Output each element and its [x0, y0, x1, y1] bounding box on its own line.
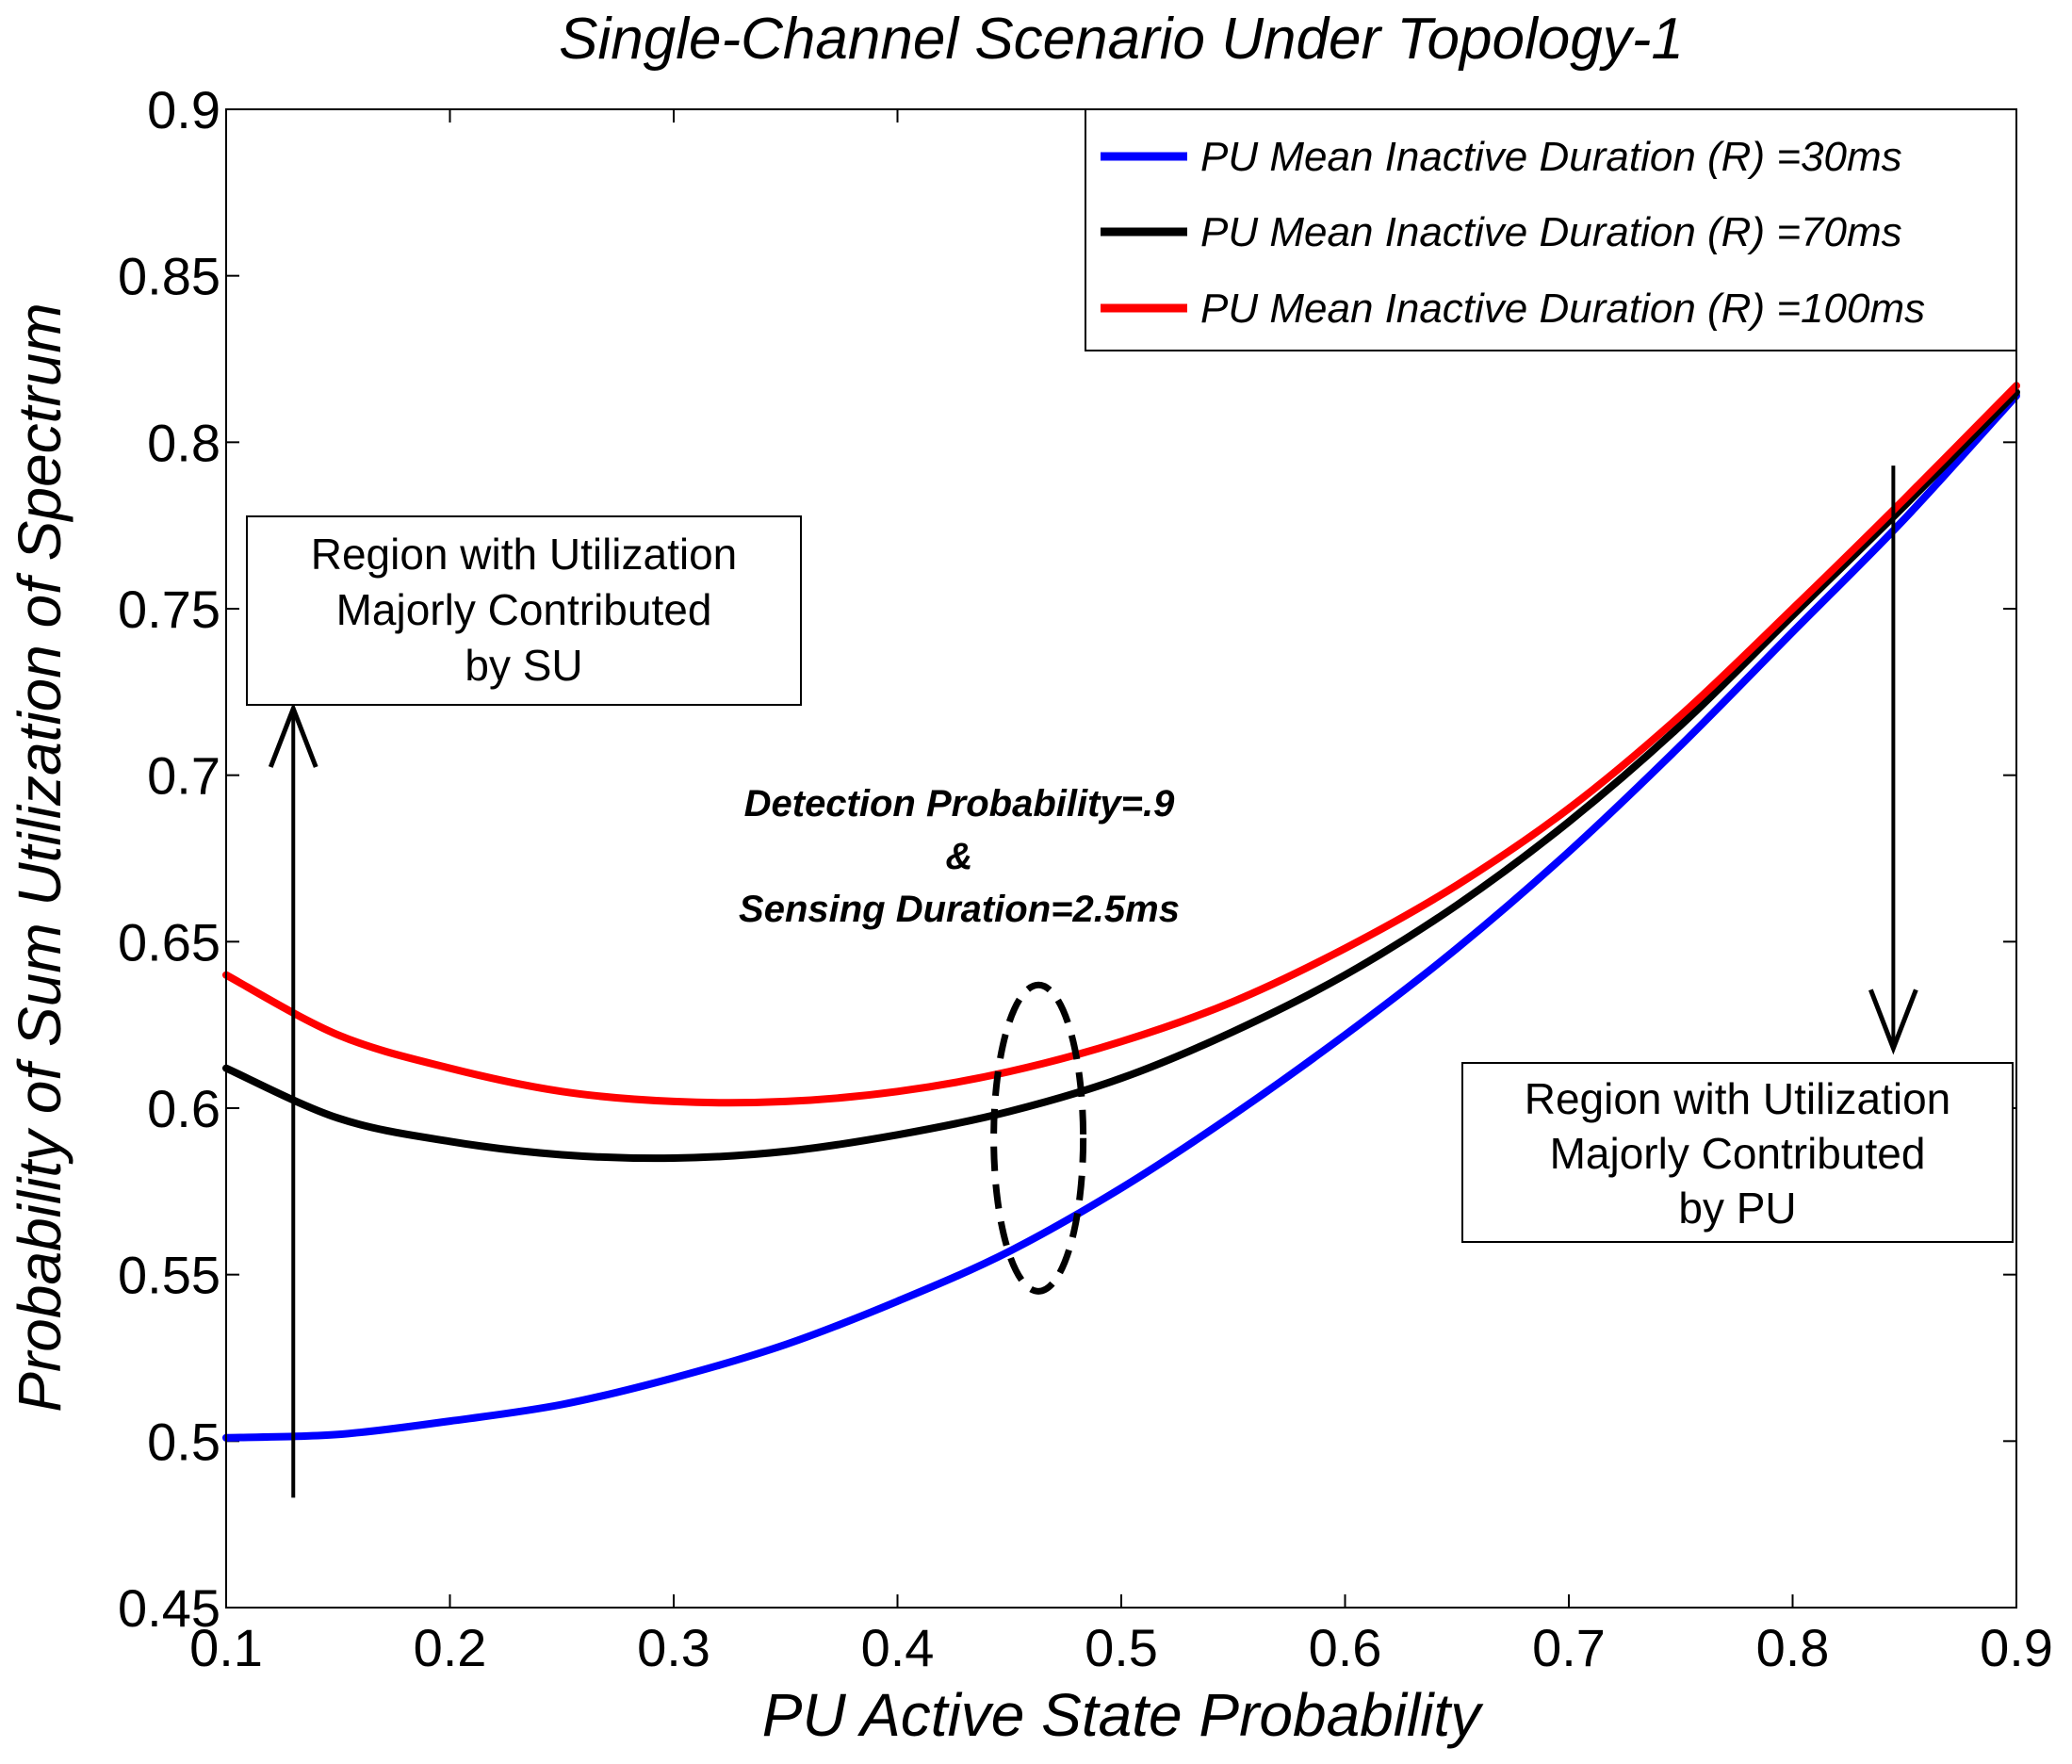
- x-tick-label: 0.6: [1309, 1618, 1382, 1677]
- su-region-line1: Region with Utilization: [311, 530, 738, 579]
- y-tick-label: 0.6: [147, 1079, 220, 1138]
- legend-label-70ms: PU Mean Inactive Duration (R) =70ms: [1200, 209, 1902, 255]
- pu-region-annotation: Region with Utilization Majorly Contribu…: [1461, 1062, 2014, 1243]
- pu-region-box: [1461, 1062, 2014, 1243]
- pu-region-line2: Majorly Contributed: [1550, 1129, 1926, 1178]
- x-tick-label: 0.3: [637, 1618, 710, 1677]
- su-region-arrowhead: [268, 702, 318, 768]
- y-tick-label: 0.65: [118, 912, 220, 972]
- x-tick-label: 0.9: [1980, 1618, 2053, 1677]
- y-tick-label: 0.9: [147, 80, 220, 139]
- x-tick-label: 0.7: [1532, 1618, 1606, 1677]
- y-tick-label: 0.7: [147, 746, 220, 806]
- detection-probability-text: Detection Probability=.9: [744, 783, 1176, 825]
- series-layer: [222, 382, 2020, 1442]
- legend-label-100ms: PU Mean Inactive Duration (R) =100ms: [1200, 286, 1925, 332]
- y-tick-label: 0.8: [147, 413, 220, 472]
- series-line-30ms: [222, 391, 2020, 1442]
- pu-region-line1: Region with Utilization: [1525, 1074, 1951, 1123]
- pu-region-line3: by PU: [1678, 1184, 1796, 1233]
- x-tick-label: 0.4: [861, 1618, 935, 1677]
- y-tick-label: 0.5: [147, 1412, 220, 1471]
- legend: PU Mean Inactive Duration (R) =30ms PU M…: [1085, 108, 2017, 351]
- x-tick-label: 0.5: [1085, 1618, 1158, 1677]
- x-tick-label: 0.2: [414, 1618, 487, 1677]
- su-region-annotation: Region with Utilization Majorly Contribu…: [246, 515, 802, 706]
- x-tick-label: 0.1: [189, 1618, 263, 1677]
- su-region-line2: Majorly Contributed: [336, 585, 712, 634]
- legend-label-30ms: PU Mean Inactive Duration (R) =30ms: [1200, 134, 1902, 180]
- y-tick-label: 0.75: [118, 580, 220, 639]
- legend-box: [1085, 108, 2017, 351]
- y-tick-label: 0.85: [118, 247, 220, 306]
- axis-ticks: 0.1 0.2 0.3 0.4 0.5 0.6 0.7 0.8 0.9 0.45 0.5 0.55 0.…: [118, 80, 2053, 1677]
- parameters-annotation: Detection Probability=.9 & Sensing Durat…: [739, 783, 1180, 930]
- sensing-duration-text: Sensing Duration=2.5ms: [739, 889, 1180, 930]
- y-tick-label: 0.55: [118, 1246, 220, 1305]
- x-tick-label: 0.8: [1756, 1618, 1830, 1677]
- y-tick-label: 0.45: [118, 1578, 220, 1638]
- ampersand-text: &: [946, 836, 973, 877]
- series-line-100ms: [222, 382, 2020, 1107]
- su-region-box: [246, 515, 802, 706]
- x-axis-label: PU Active State Probability: [762, 1681, 1484, 1749]
- series-line-70ms: [222, 388, 2020, 1163]
- pu-region-arrowhead: [1868, 988, 1918, 1055]
- highlight-ellipse: [990, 981, 1087, 1295]
- y-axis-label: Probability of Sum Utilization of Spectr…: [6, 302, 73, 1412]
- su-region-line3: by SU: [465, 641, 582, 690]
- annotations-layer: [268, 466, 1918, 1498]
- chart-title: Single-Channel Scenario Under Topology-1: [559, 7, 1684, 72]
